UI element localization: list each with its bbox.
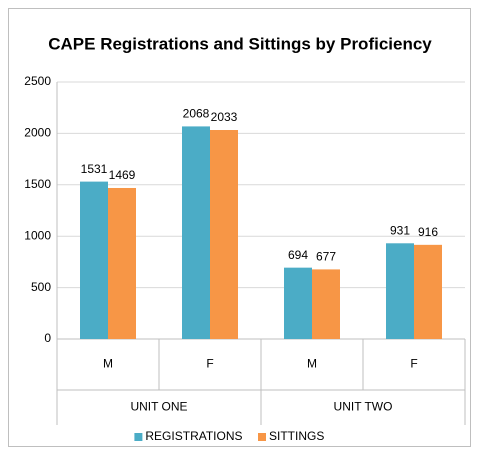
legend-label: SITTINGS — [269, 429, 324, 443]
x-tick-label: F — [410, 357, 417, 371]
data-label: 916 — [418, 225, 438, 239]
data-label: 2068 — [183, 107, 210, 121]
chart-title: CAPE Registrations and Sittings by Profi… — [48, 34, 432, 53]
x-tick-label: F — [206, 357, 213, 371]
y-tick-label: 0 — [44, 331, 51, 345]
y-tick-label: 1500 — [24, 177, 51, 191]
data-label: 931 — [390, 223, 410, 237]
bar — [386, 243, 414, 339]
x-tick-label: M — [103, 357, 113, 371]
data-label: 2033 — [211, 110, 238, 124]
bar — [108, 187, 136, 339]
bar — [80, 181, 108, 339]
legend-label: REGISTRATIONS — [145, 429, 242, 443]
data-label: 677 — [316, 250, 336, 264]
bar — [312, 269, 340, 339]
data-label: 694 — [288, 248, 308, 262]
legend-swatch — [258, 433, 266, 441]
y-tick-label: 500 — [31, 280, 51, 294]
bar — [210, 130, 238, 339]
bar — [182, 126, 210, 339]
x-tick-label: M — [307, 357, 317, 371]
data-label: 1469 — [109, 168, 136, 182]
bar — [284, 267, 312, 339]
y-tick-label: 1000 — [24, 228, 51, 242]
data-label: 1531 — [81, 162, 108, 176]
y-tick-label: 2000 — [24, 126, 51, 140]
legend-swatch — [134, 433, 143, 441]
bar — [414, 244, 442, 339]
y-tick-label: 2500 — [24, 74, 51, 88]
group-label: UNIT TWO — [334, 400, 393, 414]
group-label: UNIT ONE — [130, 400, 187, 414]
